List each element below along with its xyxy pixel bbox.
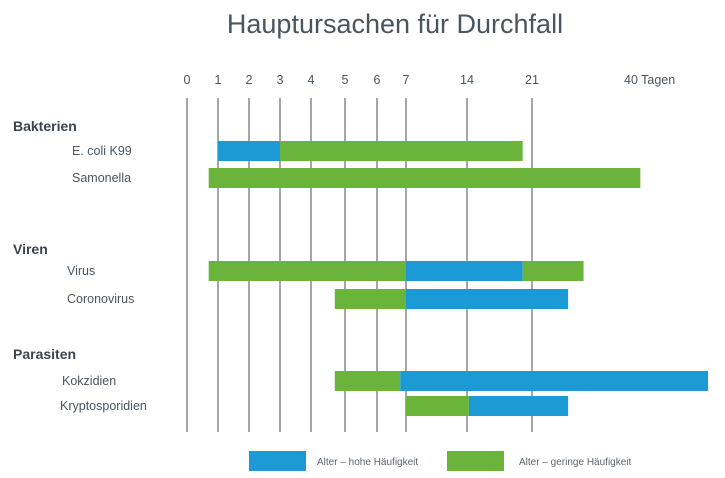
legend-swatch-hoch: [249, 451, 306, 471]
group-label: Bakterien: [13, 118, 77, 134]
row-label: Kryptosporidien: [60, 399, 147, 413]
bar-segment-hoch: [468, 396, 569, 416]
legend-label-hoch: Alter – hohe Häufigkeit: [317, 457, 418, 468]
chart-title: Hauptursachen für Durchfall: [227, 9, 563, 39]
row-label: Virus: [67, 264, 95, 278]
bar-segment-gering: [406, 396, 469, 416]
x-tick-label: 5: [342, 73, 349, 87]
bar-segment-gering: [522, 261, 584, 281]
x-tick-label: 14: [460, 73, 474, 87]
x-tick-label: 4: [308, 73, 315, 87]
row-labels: Bakterien E. coli K99 Samonella Viren Virus C…: [13, 118, 147, 413]
bar-segment-gering: [334, 289, 406, 309]
x-tick-label: 7: [403, 73, 410, 87]
x-tick-label: 21: [525, 73, 539, 87]
x-tick-label: 1: [215, 73, 222, 87]
group-label: Parasiten: [13, 346, 76, 362]
bar-segment-hoch: [218, 141, 280, 161]
row-label: E. coli K99: [72, 144, 132, 158]
legend-swatch-gering: [447, 451, 504, 471]
row-label: Coronovirus: [67, 292, 134, 306]
x-tick-label: 40 Tagen: [624, 73, 675, 87]
row-label: Kokzidien: [62, 374, 116, 388]
bar-segment-gering: [208, 261, 406, 281]
x-tick-label: 6: [374, 73, 381, 87]
bar-segment-hoch: [400, 371, 708, 391]
bar-segment-hoch: [406, 289, 569, 309]
bar-segment-gering: [334, 371, 401, 391]
bars: [208, 141, 708, 416]
row-label: Samonella: [72, 171, 131, 185]
legend: Alter – hohe Häufigkeit Alter – geringe H…: [249, 451, 632, 471]
x-tick-label: 2: [246, 73, 253, 87]
x-tick-label: 3: [277, 73, 284, 87]
x-axis-ticks: 0 1 2 3 4 5 6 7 14 21 40 Tagen: [184, 73, 676, 87]
bar-segment-gering: [208, 168, 641, 188]
x-tick-label: 0: [184, 73, 191, 87]
group-label: Viren: [13, 241, 48, 257]
bar-segment-gering: [280, 141, 523, 161]
legend-label-gering: Alter – geringe Häufigkeit: [519, 457, 632, 468]
bar-segment-hoch: [406, 261, 523, 281]
